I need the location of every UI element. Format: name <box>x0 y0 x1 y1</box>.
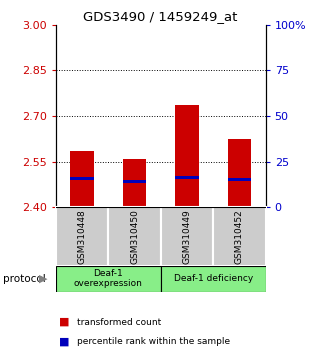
Text: transformed count: transformed count <box>77 318 161 327</box>
Bar <box>123 180 146 183</box>
Text: Deaf-1 deficiency: Deaf-1 deficiency <box>173 274 253 283</box>
Text: GDS3490 / 1459249_at: GDS3490 / 1459249_at <box>83 10 237 23</box>
Text: ▶: ▶ <box>39 274 47 284</box>
Text: percentile rank within the sample: percentile rank within the sample <box>77 337 230 346</box>
Bar <box>175 176 199 179</box>
Bar <box>56 207 108 266</box>
Bar <box>228 139 251 207</box>
Text: Deaf-1
overexpression: Deaf-1 overexpression <box>74 269 143 289</box>
Text: protocol: protocol <box>3 274 46 284</box>
Text: GSM310450: GSM310450 <box>130 209 139 264</box>
Bar <box>70 151 94 207</box>
Bar <box>70 177 94 180</box>
Text: GSM310448: GSM310448 <box>78 209 87 264</box>
Bar <box>213 207 266 266</box>
Bar <box>228 178 251 181</box>
Bar <box>123 159 146 207</box>
Bar <box>161 207 213 266</box>
Bar <box>56 266 161 292</box>
Bar <box>108 207 161 266</box>
Bar <box>175 105 199 207</box>
Text: GSM310452: GSM310452 <box>235 209 244 264</box>
Text: ■: ■ <box>59 317 70 327</box>
Bar <box>161 266 266 292</box>
Text: ■: ■ <box>59 337 70 347</box>
Text: GSM310449: GSM310449 <box>182 209 191 264</box>
